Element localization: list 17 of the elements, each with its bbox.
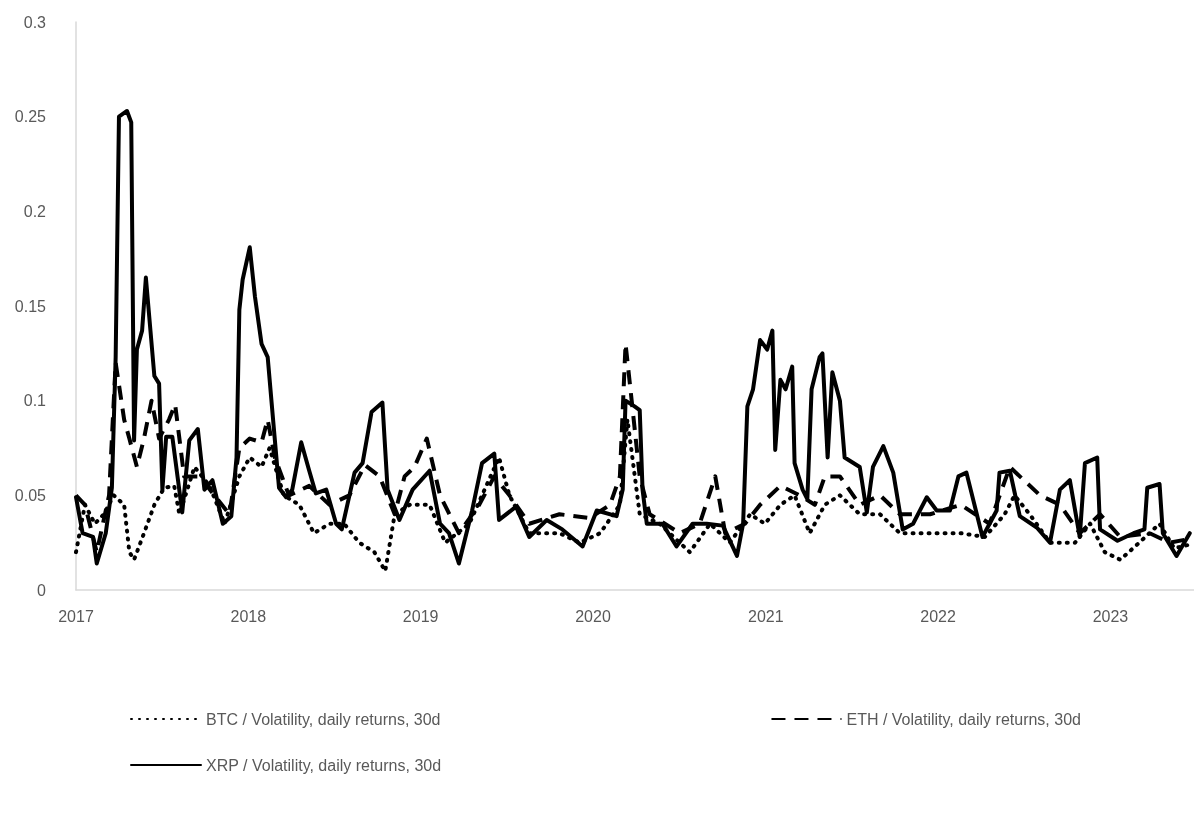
y-tick-label: 0.3 [23, 13, 47, 31]
y-tick-label: 0.25 [14, 108, 47, 126]
x-tick-label: 2021 [747, 607, 784, 625]
legend-label: XRP / Volatility, daily returns, 30d [206, 756, 442, 774]
x-tick-label: 2020 [575, 607, 611, 625]
x-tick-label: 2022 [920, 607, 956, 625]
x-tick-label: 2018 [230, 607, 267, 625]
y-tick-label: 0 [37, 581, 47, 599]
legend-label: ETH / Volatility, daily returns, 30d [846, 710, 1081, 728]
x-tick-label: 2017 [58, 607, 94, 625]
y-tick-label: 0.15 [14, 297, 47, 315]
y-tick-label: 0.2 [23, 202, 47, 220]
x-tick-label: 2019 [402, 607, 439, 625]
y-tick-label: 0.1 [23, 392, 47, 410]
x-tick-label: 2023 [1092, 607, 1129, 625]
legend-label: BTC / Volatility, daily returns, 30d [206, 710, 441, 728]
y-tick-label: 0.05 [14, 486, 47, 504]
